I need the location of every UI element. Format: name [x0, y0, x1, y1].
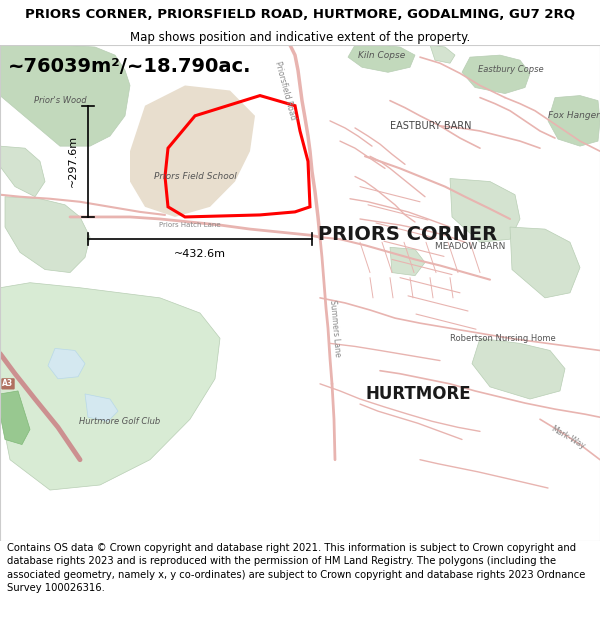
Polygon shape [130, 86, 255, 217]
Polygon shape [0, 282, 220, 490]
Polygon shape [48, 349, 85, 379]
Text: Priorsfield Road: Priorsfield Road [273, 60, 297, 121]
Polygon shape [430, 45, 455, 63]
Polygon shape [548, 96, 600, 146]
Text: Priors Field School: Priors Field School [154, 172, 236, 181]
Text: EASTBURY BARN: EASTBURY BARN [390, 121, 472, 131]
Text: Kiln Copse: Kiln Copse [358, 51, 405, 59]
Text: Hurtmore Golf Club: Hurtmore Golf Club [79, 417, 161, 426]
Text: Eastbury Copse: Eastbury Copse [478, 65, 544, 74]
Polygon shape [85, 394, 118, 421]
Polygon shape [0, 391, 30, 444]
Polygon shape [348, 45, 415, 72]
Text: MEADOW BARN: MEADOW BARN [435, 242, 505, 251]
Text: Contains OS data © Crown copyright and database right 2021. This information is : Contains OS data © Crown copyright and d… [7, 543, 586, 592]
Text: Robertson Nursing Home: Robertson Nursing Home [450, 334, 556, 343]
Polygon shape [5, 197, 90, 272]
Polygon shape [462, 55, 530, 94]
Polygon shape [510, 227, 580, 298]
Text: Summers Lane: Summers Lane [328, 299, 342, 357]
Text: Prior's Wood: Prior's Wood [34, 96, 86, 105]
Text: ~432.6m: ~432.6m [174, 249, 226, 259]
Text: Fox Hanger: Fox Hanger [548, 111, 600, 120]
Polygon shape [390, 248, 425, 276]
Text: HURTMORE: HURTMORE [365, 385, 471, 403]
Text: Mark-Way: Mark-Way [550, 424, 587, 451]
Polygon shape [0, 146, 45, 197]
Text: Map shows position and indicative extent of the property.: Map shows position and indicative extent… [130, 31, 470, 44]
Text: ~297.6m: ~297.6m [68, 135, 78, 188]
Text: Priors Hatch Lane: Priors Hatch Lane [159, 222, 221, 228]
Polygon shape [472, 338, 565, 399]
Polygon shape [0, 45, 130, 146]
Polygon shape [450, 179, 520, 242]
Text: ~76039m²/~18.790ac.: ~76039m²/~18.790ac. [8, 57, 251, 76]
Text: PRIORS CORNER, PRIORSFIELD ROAD, HURTMORE, GODALMING, GU7 2RQ: PRIORS CORNER, PRIORSFIELD ROAD, HURTMOR… [25, 8, 575, 21]
Text: PRIORS CORNER: PRIORS CORNER [318, 225, 497, 244]
Text: A3: A3 [2, 379, 14, 388]
